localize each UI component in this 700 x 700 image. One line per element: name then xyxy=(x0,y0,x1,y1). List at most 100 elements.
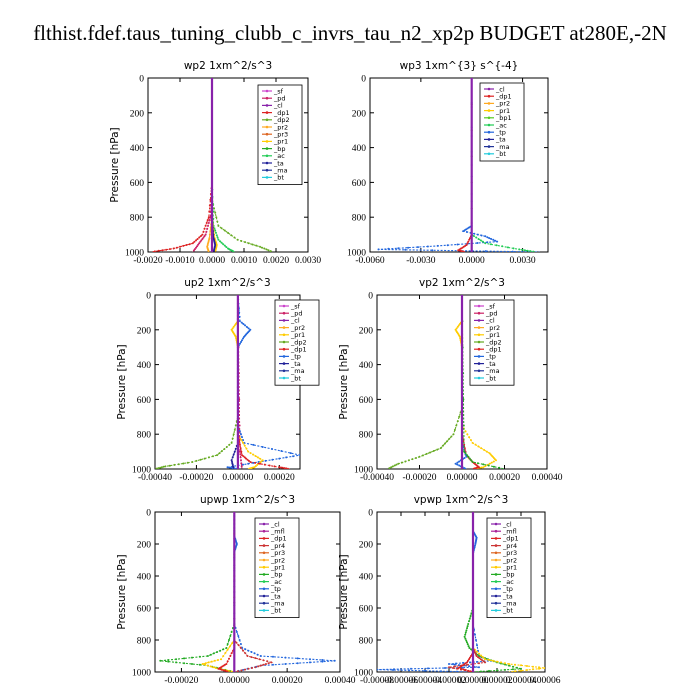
data-point xyxy=(504,668,506,671)
legend-marker xyxy=(494,573,498,576)
data-point xyxy=(175,658,178,661)
panel-6: vpwp 1xm^2/s^3 Pressure [hPa] 0 200 400 600 80… xyxy=(338,494,561,686)
data-point xyxy=(236,295,239,296)
legend-entry: _pr2 xyxy=(273,123,288,131)
data-point xyxy=(461,410,463,412)
data-point xyxy=(229,635,232,637)
panel-5: upwp 1xm^2/s^3 Pressure [hPa] 0 200 400 600 80… xyxy=(116,494,356,686)
data-point xyxy=(472,537,474,540)
legend-marker xyxy=(265,125,269,129)
data-point xyxy=(476,650,478,653)
data-point xyxy=(498,466,501,469)
x-tick-label: 0.0000 xyxy=(199,256,225,266)
data-point xyxy=(256,463,259,466)
y-axis-label: Pressure [hPa] xyxy=(109,127,121,202)
data-point xyxy=(466,242,469,245)
data-point xyxy=(488,669,490,672)
series-group xyxy=(387,295,505,469)
data-point xyxy=(471,461,474,463)
y-tick-label: 200 xyxy=(352,109,367,119)
data-point xyxy=(261,446,264,448)
data-point xyxy=(469,615,472,617)
data-point xyxy=(489,243,492,246)
x-tick-label: -0.0060 xyxy=(355,256,385,266)
data-point xyxy=(456,325,459,328)
data-point xyxy=(480,447,483,450)
legend-marker xyxy=(494,580,498,583)
data-point xyxy=(464,452,467,455)
data-point xyxy=(263,247,266,250)
legend-entry: _dp1 xyxy=(502,535,519,543)
y-tick-label: 600 xyxy=(359,396,374,406)
legend-entry: _ac xyxy=(270,578,282,586)
data-point xyxy=(521,248,523,251)
x-tick-label: -0.0020 xyxy=(133,256,163,266)
legend: _cl_mfl_dp1_pr4_pr3_pr2_pr1_bp_ac_tp_ta_… xyxy=(254,517,300,618)
y-tick-label: 400 xyxy=(137,573,152,583)
data-point xyxy=(479,239,482,242)
y-tick-label: 800 xyxy=(352,214,367,224)
data-point xyxy=(259,664,262,667)
data-point xyxy=(487,464,490,467)
legend-entry: _tp xyxy=(270,585,281,593)
data-point xyxy=(207,222,210,224)
data-point xyxy=(470,222,473,224)
data-point xyxy=(271,458,274,461)
legend-marker xyxy=(282,347,286,351)
legend-entry: _pr3 xyxy=(270,549,285,557)
data-point xyxy=(467,455,470,458)
data-point xyxy=(222,648,225,651)
data-point xyxy=(281,466,284,469)
data-point xyxy=(236,439,239,441)
data-point xyxy=(529,250,532,252)
data-point xyxy=(232,466,235,469)
data-point xyxy=(492,659,494,662)
data-point xyxy=(458,415,461,418)
legend: _sf_pd_cl_pr2_pr1_dp2_dp1_tp_ta_ma_bt xyxy=(469,299,515,386)
data-point xyxy=(458,335,461,338)
data-point xyxy=(444,442,446,445)
legend-entry: _dp2 xyxy=(290,338,307,346)
data-point xyxy=(245,325,248,328)
data-point xyxy=(217,667,220,670)
data-point xyxy=(265,663,267,665)
data-point xyxy=(242,439,244,441)
data-point xyxy=(478,657,481,660)
y-tick-label: 200 xyxy=(137,326,152,336)
data-point xyxy=(462,424,465,427)
data-point xyxy=(179,245,181,248)
data-point xyxy=(212,455,214,458)
y-tick-label: 400 xyxy=(137,361,152,371)
data-point xyxy=(247,242,250,245)
legend-entry: _bp1 xyxy=(495,114,512,122)
data-point xyxy=(153,250,156,252)
data-point xyxy=(264,459,267,462)
data-point xyxy=(459,337,462,340)
data-point xyxy=(224,651,227,654)
legend-marker xyxy=(487,130,491,134)
legend-marker xyxy=(262,594,266,598)
data-point xyxy=(444,667,446,669)
y-tick-label: 400 xyxy=(130,144,145,154)
data-point xyxy=(460,665,463,668)
data-point xyxy=(418,455,421,458)
data-point xyxy=(455,327,458,330)
data-point xyxy=(193,248,196,251)
legend-entry: _bt xyxy=(495,150,506,158)
x-tick-label: -0.0010 xyxy=(165,256,195,266)
data-point xyxy=(464,662,467,665)
data-point xyxy=(230,441,233,444)
data-point xyxy=(526,249,529,252)
data-point xyxy=(467,240,470,243)
legend-entry: _bt xyxy=(270,607,281,615)
data-point xyxy=(191,656,193,659)
data-point xyxy=(188,243,191,246)
data-point xyxy=(377,248,380,251)
data-point xyxy=(496,660,498,663)
data-point xyxy=(526,669,528,671)
data-point xyxy=(175,661,178,664)
x-tick-label: 0.0020 xyxy=(263,256,289,266)
data-point xyxy=(261,246,264,249)
data-point xyxy=(228,645,231,648)
legend-entry: _dp1 xyxy=(485,346,502,354)
